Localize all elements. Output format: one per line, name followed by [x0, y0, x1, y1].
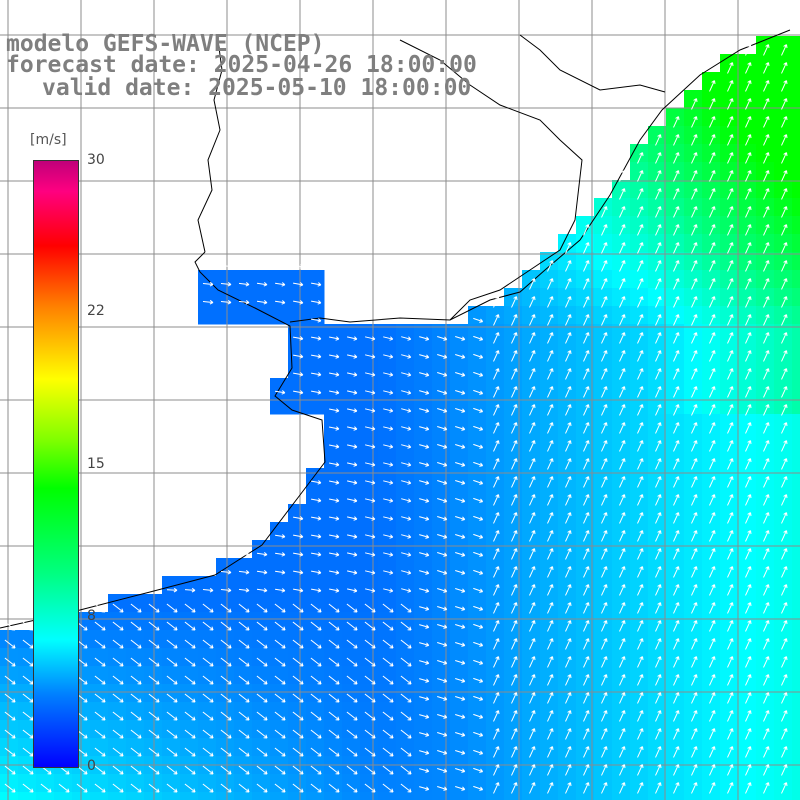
- colorbar: [33, 160, 79, 768]
- colorbar-unit: [m/s]: [30, 132, 67, 148]
- model-title: modelo GEFS-WAVE (NCEP): [6, 31, 325, 57]
- forecast-date: forecast date: 2025-04-26 18:00:00: [6, 52, 477, 78]
- wind-vectors: [4, 44, 788, 794]
- colorbar-tick-8: 8: [87, 608, 96, 624]
- colorbar-tick-15: 15: [87, 456, 105, 472]
- wind-speed-field: [0, 36, 800, 800]
- colorbar-tick-22: 22: [87, 303, 105, 319]
- colorbar-tick-30: 30: [87, 152, 105, 168]
- valid-date: valid date: 2025-05-10 18:00:00: [42, 75, 472, 101]
- colorbar-tick-0: 0: [87, 758, 96, 774]
